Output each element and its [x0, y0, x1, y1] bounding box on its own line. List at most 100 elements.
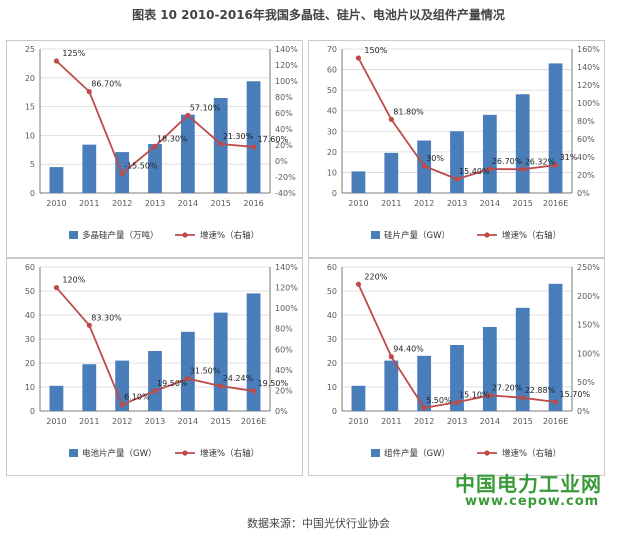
y-left-tick-label: 5 [30, 160, 35, 169]
y-left-tick-label: 40 [327, 311, 337, 320]
growth-point [53, 58, 60, 64]
y-right-tick-label: 60% [275, 109, 293, 118]
x-tick-label: 2010 [348, 417, 368, 426]
y-left-tick-label: 15 [25, 103, 35, 112]
y-left-tick-label: 0 [332, 407, 337, 416]
growth-point [119, 402, 125, 408]
x-tick-label: 2016 [243, 199, 263, 208]
growth-point [487, 392, 493, 398]
legend-bar-swatch [69, 231, 78, 239]
growth-point [520, 166, 526, 172]
legend-bar-label: 组件产量（GW） [384, 448, 450, 459]
growth-point [421, 163, 427, 169]
legend-line-marker [484, 450, 490, 456]
x-tick-label: 2015 [211, 417, 231, 426]
legend-bar-label: 硅片产量（GW） [384, 230, 450, 241]
bar [246, 293, 261, 411]
data-label: 220% [364, 272, 387, 281]
x-tick-label: 2010 [348, 199, 368, 208]
data-label: 150% [364, 46, 387, 55]
y-right-tick-label: 40% [275, 366, 293, 375]
y-right-tick-label: 60% [275, 345, 293, 354]
chart-svg: 0 10 20 30 40 50 60 0% 20% 40% 60% 80% 100% 120% 140% 2… [25, 263, 298, 459]
y-right-tick-label: 250% [577, 263, 600, 272]
y-left-tick-label: 10 [25, 131, 35, 140]
legend-bar-swatch [371, 231, 380, 239]
data-label: 19.50% [258, 379, 289, 388]
chart-svg: 0 10 20 30 40 50 60 0% 50% 100% 150% 200% 250% 2010 20… [327, 263, 600, 459]
growth-point [552, 399, 559, 405]
y-left-tick-label: 10 [327, 168, 337, 177]
data-label: 17.60% [258, 135, 289, 144]
growth-point [119, 170, 125, 176]
y-left-tick-label: 20 [25, 74, 35, 83]
data-label: 18.30% [157, 134, 188, 143]
y-left-tick-label: 70 [327, 45, 337, 54]
y-right-tick-label: -40% [275, 189, 296, 198]
x-tick-label: 2011 [79, 199, 99, 208]
growth-point [185, 376, 191, 382]
y-right-tick-label: 120% [275, 284, 298, 293]
x-tick-label: 2016E [241, 417, 266, 426]
x-tick-label: 2012 [414, 199, 434, 208]
legend-line-label: 增速%（右轴） [502, 448, 561, 459]
bar [351, 171, 366, 193]
figure-title: 图表 10 2010-2016年我国多晶硅、硅片、电池片以及组件产量情况 [132, 8, 505, 22]
x-tick-label: 2015 [513, 199, 533, 208]
y-left-tick-label: 50 [327, 287, 337, 296]
y-left-tick-label: 60 [25, 263, 35, 272]
bar [180, 114, 195, 193]
legend-bar-label: 多晶硅产量（万吨） [82, 230, 159, 241]
bar [548, 63, 563, 194]
chart-panel-polysilicon: 0 5 10 15 20 25 -40% -20% 0% 20% 40% 60% 80% 100% 120%… [6, 40, 303, 258]
y-right-tick-label: 50% [577, 378, 595, 387]
legend-line-label: 增速%（右轴） [200, 448, 259, 459]
x-tick-label: 2011 [79, 417, 99, 426]
legend-line-marker [182, 450, 188, 456]
data-label: 15.10% [459, 390, 490, 399]
y-left-tick-label: 50 [327, 86, 337, 95]
y-left-tick-label: 50 [25, 287, 35, 296]
y-right-tick-label: 150% [577, 321, 600, 330]
data-label: 15.70% [560, 390, 591, 399]
legend-bar-swatch [69, 449, 78, 457]
y-right-tick-label: 120% [275, 61, 298, 70]
data-label: 30% [426, 154, 444, 163]
bar [351, 385, 366, 411]
growth-point [218, 141, 224, 147]
data-label: 94.40% [393, 345, 424, 354]
x-tick-label: 2014 [178, 417, 198, 426]
bar [246, 81, 261, 193]
bar [417, 355, 432, 411]
y-right-tick-label: 140% [275, 263, 298, 272]
y-right-tick-label: 40% [275, 125, 293, 134]
x-tick-label: 2016E [543, 417, 568, 426]
bar [384, 152, 399, 193]
growth-point [454, 176, 460, 182]
growth-point [86, 89, 92, 95]
growth-point [250, 388, 257, 394]
growth-point [487, 166, 493, 172]
bar [49, 167, 64, 193]
y-right-tick-label: 20% [577, 171, 595, 180]
bar [548, 283, 563, 411]
bar [213, 312, 228, 411]
data-label: 19.50% [157, 379, 188, 388]
bar [482, 327, 497, 411]
growth-point [53, 284, 60, 291]
y-right-tick-label: 140% [275, 45, 298, 54]
y-left-tick-label: 20 [25, 359, 35, 368]
bar [515, 94, 530, 193]
x-tick-label: 2010 [46, 199, 66, 208]
y-left-tick-label: 10 [327, 383, 337, 392]
growth-point [454, 399, 460, 405]
data-label: 31.50% [190, 367, 221, 376]
x-tick-label: 2013 [145, 417, 165, 426]
x-tick-label: 2012 [112, 199, 132, 208]
y-left-tick-label: 0 [30, 407, 35, 416]
data-label: 81.80% [393, 107, 424, 116]
data-label: 125% [62, 49, 85, 58]
y-right-tick-label: 0% [577, 189, 590, 198]
y-right-tick-label: 200% [577, 292, 600, 301]
growth-point [552, 162, 559, 168]
